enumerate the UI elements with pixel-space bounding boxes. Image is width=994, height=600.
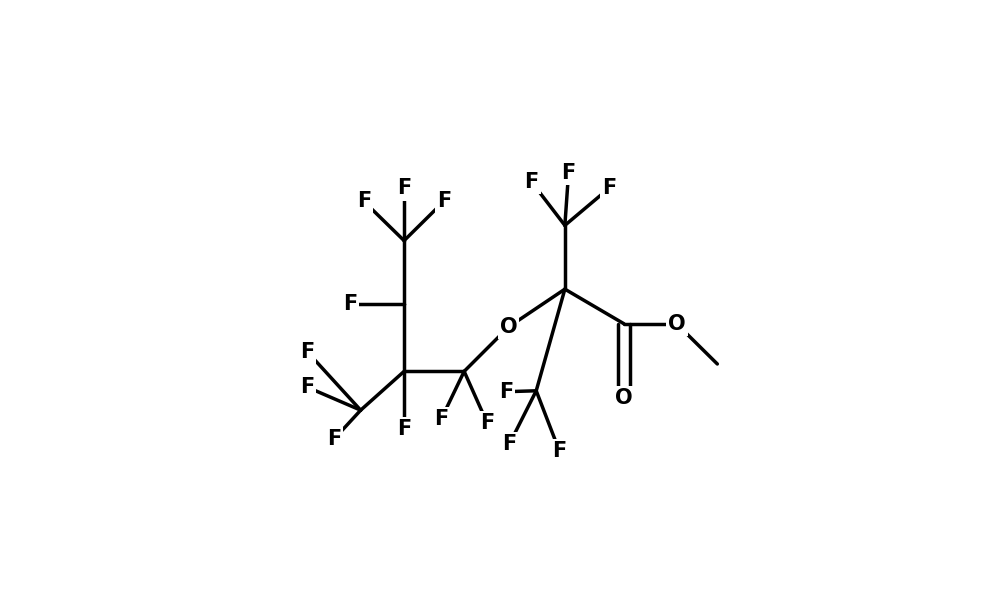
Text: O: O [615,388,633,408]
Text: F: F [343,294,357,314]
Text: F: F [397,419,412,439]
Text: F: F [499,382,513,402]
Text: F: F [327,429,341,449]
Text: F: F [562,163,576,183]
Text: F: F [436,191,451,211]
Text: F: F [397,178,412,199]
Text: O: O [500,317,517,337]
Text: F: F [601,178,616,199]
Text: F: F [502,434,517,454]
Text: F: F [525,172,539,192]
Text: F: F [357,191,371,211]
Text: F: F [480,413,494,433]
Text: F: F [553,441,567,461]
Text: F: F [300,341,314,362]
Text: F: F [300,377,314,397]
Text: O: O [668,314,686,334]
Text: F: F [434,409,448,430]
